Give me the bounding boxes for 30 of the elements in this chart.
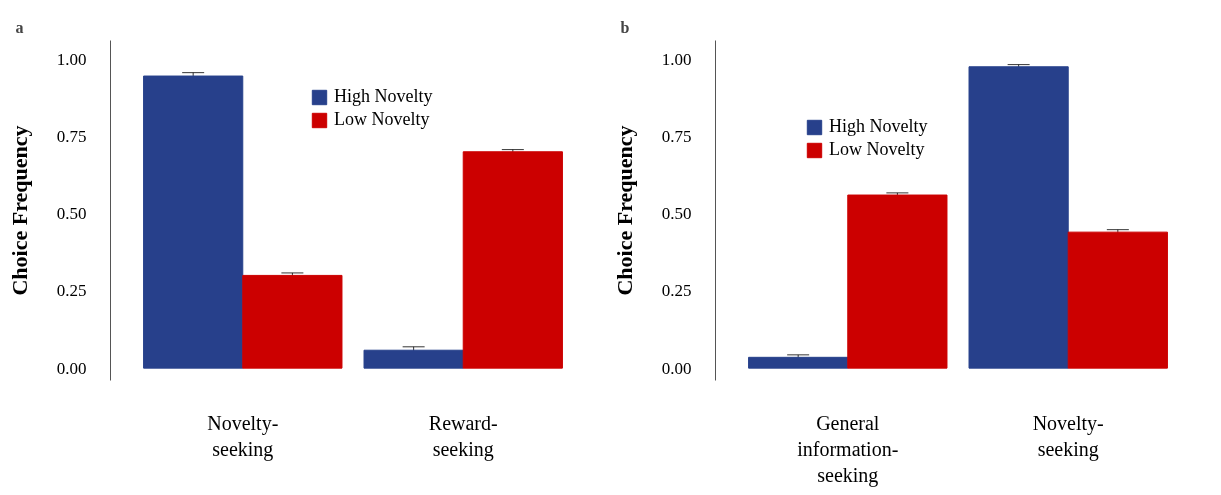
y-tick-label: 0.00 <box>56 358 87 378</box>
y-tick-label: 0.75 <box>56 126 87 146</box>
bar <box>847 194 948 369</box>
chart-title: b <box>620 18 630 36</box>
chart-title: a <box>15 18 24 36</box>
y-axis-title: Choice Frequency <box>611 125 637 296</box>
y-tick-label: 0.00 <box>661 358 692 378</box>
legend-label: Low Novelty <box>829 139 925 160</box>
bar <box>143 75 244 369</box>
y-tick-label: 0.25 <box>661 281 692 301</box>
x-tick-label: General information- seeking <box>797 411 899 488</box>
legend-label: High Novelty <box>334 86 433 107</box>
x-tick-label: Novelty- seeking <box>207 411 279 461</box>
bar <box>363 349 464 369</box>
y-tick-label: 0.50 <box>56 204 87 224</box>
y-tick-label: 0.75 <box>661 126 692 146</box>
bar <box>748 356 849 369</box>
y-tick-label: 1.00 <box>661 49 692 69</box>
y-tick-label: 0.25 <box>56 281 87 301</box>
y-tick-label: 0.50 <box>661 204 692 224</box>
y-tick-label: 1.00 <box>56 49 87 69</box>
bar <box>968 66 1069 369</box>
bar <box>1067 231 1168 369</box>
x-tick-label: Reward- seeking <box>428 411 498 461</box>
bar <box>242 274 343 369</box>
y-axis-title: Choice Frequency <box>6 125 32 296</box>
legend-label: Low Novelty <box>334 109 430 130</box>
legend-label: High Novelty <box>829 116 928 137</box>
bar <box>462 151 563 369</box>
x-tick-label: Novelty- seeking <box>1032 411 1104 461</box>
